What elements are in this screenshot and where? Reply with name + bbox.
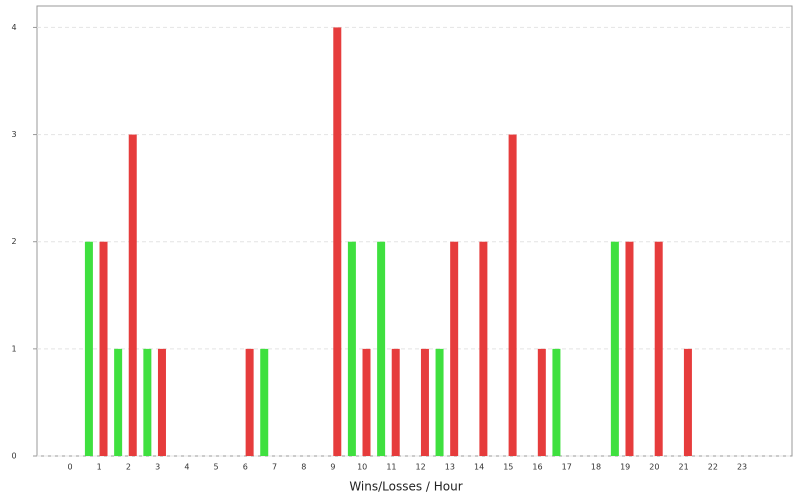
- x-tick-label: 17: [562, 463, 572, 472]
- bar: [143, 348, 152, 456]
- x-tick-label: 5: [214, 463, 219, 472]
- x-tick-label: 6: [243, 463, 248, 472]
- bar: [508, 134, 517, 457]
- x-tick-label: 0: [67, 463, 72, 472]
- bar: [435, 348, 444, 456]
- bar: [333, 27, 342, 457]
- x-tick-label: 3: [155, 463, 160, 472]
- y-tick-label: 2: [11, 237, 16, 246]
- x-tick-label: 18: [591, 463, 601, 472]
- x-tick-label: 12: [416, 463, 426, 472]
- y-tick-label: 1: [11, 344, 16, 353]
- y-tick-label: 0: [11, 452, 16, 461]
- x-axis-title: Wins/Losses / Hour: [349, 480, 462, 494]
- x-tick-label: 1: [97, 463, 102, 472]
- x-tick-label: 4: [184, 463, 189, 472]
- bar: [157, 348, 166, 456]
- bar: [552, 348, 561, 456]
- bar: [450, 241, 459, 456]
- bar: [99, 241, 108, 456]
- bar: [362, 348, 371, 456]
- bar: [245, 348, 254, 456]
- x-tick-label: 20: [649, 463, 659, 472]
- x-tick-label: 8: [301, 463, 306, 472]
- bar: [391, 348, 400, 456]
- x-tick-label: 2: [126, 463, 131, 472]
- x-tick-label: 23: [737, 463, 747, 472]
- x-tick-label: 7: [272, 463, 277, 472]
- y-tick-label: 3: [11, 130, 16, 139]
- bar: [260, 348, 269, 456]
- x-tick-label: 11: [386, 463, 396, 472]
- y-tick-label: 4: [11, 23, 16, 32]
- x-tick-label: 13: [445, 463, 455, 472]
- x-tick-label: 21: [679, 463, 689, 472]
- bar: [84, 241, 93, 456]
- bar: [347, 241, 356, 456]
- bar: [610, 241, 619, 456]
- bar: [537, 348, 546, 456]
- bar: [479, 241, 488, 456]
- x-tick-label: 10: [357, 463, 367, 472]
- bar: [114, 348, 123, 456]
- x-tick-label: 15: [503, 463, 513, 472]
- x-tick-label: 9: [330, 463, 335, 472]
- x-tick-label: 14: [474, 463, 484, 472]
- x-tick-label: 22: [708, 463, 718, 472]
- bar: [420, 348, 429, 456]
- bar: [625, 241, 634, 456]
- bar: [128, 134, 137, 457]
- x-tick-label: 16: [532, 463, 542, 472]
- bar: [683, 348, 692, 456]
- bar: [654, 241, 663, 456]
- x-tick-label: 19: [620, 463, 630, 472]
- bar: [377, 241, 386, 456]
